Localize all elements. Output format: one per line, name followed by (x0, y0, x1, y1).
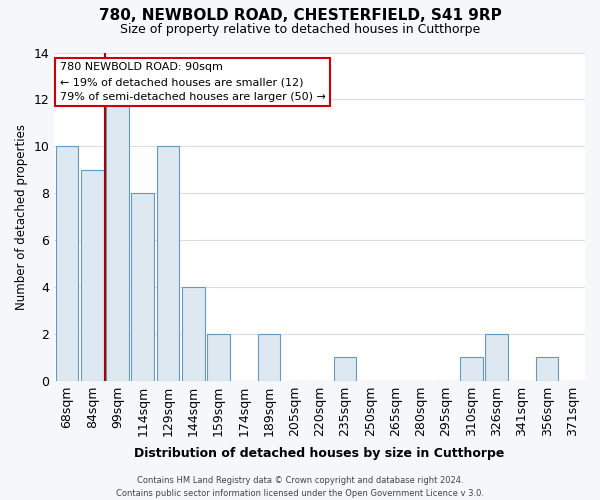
X-axis label: Distribution of detached houses by size in Cutthorpe: Distribution of detached houses by size … (134, 447, 505, 460)
Bar (56, 146, 78, 380)
Bar (81, 170, 104, 380)
Text: 780, NEWBOLD ROAD, CHESTERFIELD, S41 9RP: 780, NEWBOLD ROAD, CHESTERFIELD, S41 9RP (98, 8, 502, 22)
Bar (460, 357, 482, 380)
Text: 780 NEWBOLD ROAD: 90sqm
← 19% of detached houses are smaller (12)
79% of semi-de: 780 NEWBOLD ROAD: 90sqm ← 19% of detache… (59, 62, 325, 102)
Bar (207, 334, 230, 380)
Bar (131, 193, 154, 380)
Bar (258, 334, 280, 380)
Y-axis label: Number of detached properties: Number of detached properties (15, 124, 28, 310)
Text: Contains HM Land Registry data © Crown copyright and database right 2024.
Contai: Contains HM Land Registry data © Crown c… (116, 476, 484, 498)
Bar (536, 357, 559, 380)
Bar (334, 357, 356, 380)
Bar (485, 334, 508, 380)
Text: Size of property relative to detached houses in Cutthorpe: Size of property relative to detached ho… (120, 22, 480, 36)
Bar (182, 287, 205, 380)
Bar (157, 146, 179, 380)
Bar (106, 100, 129, 380)
